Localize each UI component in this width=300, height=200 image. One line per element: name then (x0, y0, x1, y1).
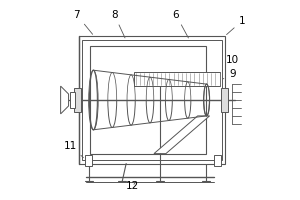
Bar (79, 36, 226, 164)
Text: 10: 10 (223, 55, 239, 70)
Polygon shape (154, 116, 210, 154)
Bar (90, 46, 206, 154)
Text: 1: 1 (226, 16, 246, 35)
Bar (82, 40, 221, 160)
Text: 7: 7 (73, 10, 93, 34)
Bar (220, 88, 229, 112)
Bar (70, 92, 74, 108)
Bar (74, 88, 82, 112)
Text: 9: 9 (223, 69, 236, 79)
Text: 6: 6 (172, 10, 188, 38)
Text: 11: 11 (64, 141, 83, 158)
Bar (134, 72, 220, 86)
Bar (85, 155, 92, 166)
Text: 8: 8 (111, 10, 125, 38)
Bar (214, 155, 220, 166)
Polygon shape (61, 86, 69, 114)
Text: 12: 12 (125, 181, 139, 191)
